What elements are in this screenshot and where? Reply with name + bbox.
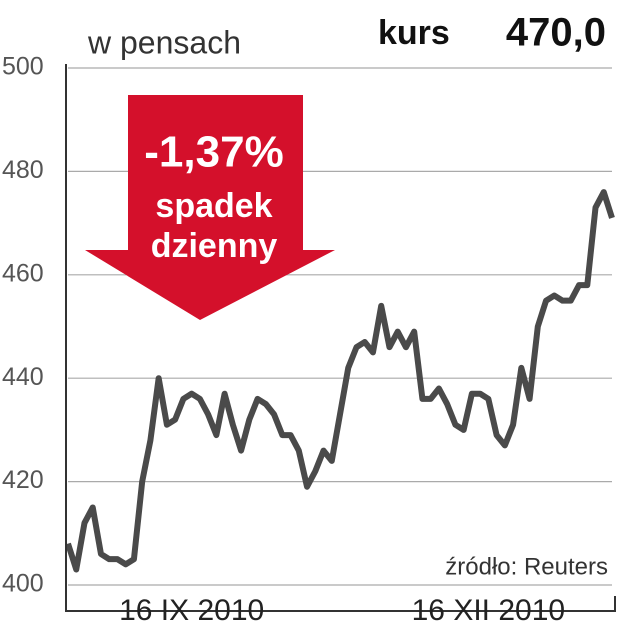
y-tick-label: 500: [2, 53, 44, 81]
y-tick-label: 400: [2, 570, 44, 598]
annotation-text: spadek: [155, 187, 272, 225]
price-value: 470,0: [506, 11, 606, 55]
annotation-text: dzienny: [151, 227, 278, 265]
y-tick-label: 460: [2, 259, 44, 287]
y-tick-label: 440: [2, 363, 44, 391]
price-label: kurs: [378, 14, 450, 52]
x-tick-label: 16 XII 2010: [412, 594, 565, 627]
y-axis-unit: w pensach: [87, 24, 241, 60]
x-tick-label: 16 IX 2010: [119, 594, 264, 627]
line: [65, 189, 615, 573]
down-arrow: [85, 95, 335, 320]
series: [65, 189, 615, 573]
source: źródło: Reuters: [445, 553, 608, 580]
y-tick-label: 480: [2, 156, 44, 184]
y-tick-label: 420: [2, 466, 44, 494]
change-label: -1,37%: [144, 128, 283, 177]
